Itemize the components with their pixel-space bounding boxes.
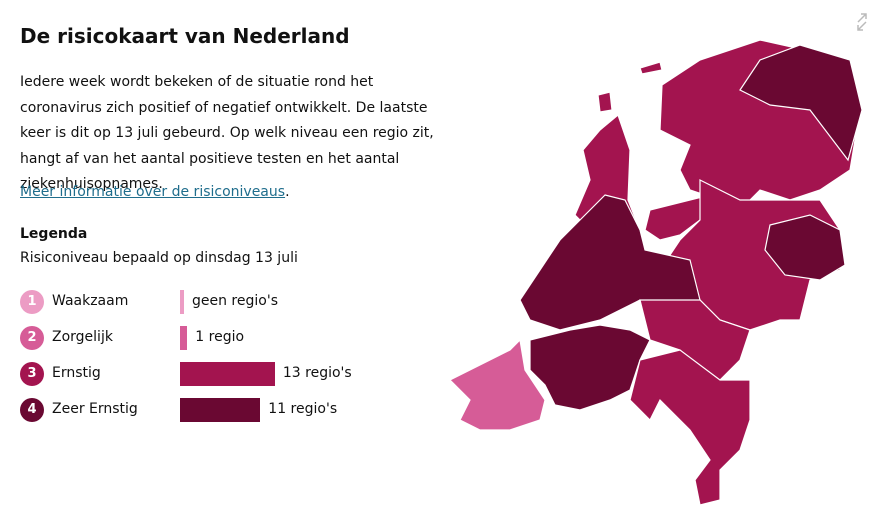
level-badge: 2	[20, 326, 44, 350]
info-link[interactable]: Meer informatie over de risiconiveaus	[20, 184, 286, 200]
level-label: Waakzaam	[52, 293, 129, 309]
level-badge: 4	[20, 398, 44, 422]
legend-row: 3 Ernstig 13 regio's	[20, 360, 440, 396]
region	[639, 299, 751, 381]
legend-title: Legenda	[20, 226, 88, 242]
info-line: Meer informatie over de risiconiveaus.	[20, 184, 290, 200]
link-suffix: .	[285, 184, 290, 200]
expand-icon[interactable]	[857, 13, 867, 31]
level-badge: 1	[20, 290, 44, 314]
count-label: 1 regio	[195, 329, 245, 345]
region	[529, 324, 651, 411]
legend-rows: 1 Waakzaam geen regio's 2 Zorgelijk 1 regio 3 E…	[20, 288, 440, 432]
count-label: 11 regio's	[268, 401, 338, 417]
count-bar	[180, 290, 184, 314]
region	[519, 194, 701, 331]
region	[644, 194, 711, 241]
count-bar	[180, 326, 188, 350]
region	[448, 338, 546, 431]
region	[629, 349, 751, 506]
legend-row: 1 Waakzaam geen regio's	[20, 288, 440, 324]
count-bar	[180, 398, 261, 422]
regions	[448, 39, 863, 506]
map	[448, 13, 867, 506]
level-label: Ernstig	[52, 365, 101, 381]
count-label: geen regio's	[192, 293, 278, 309]
legend-subtitle: Risiconiveau bepaald op dinsdag 13 juli	[20, 250, 298, 266]
level-badge: 3	[20, 362, 44, 386]
intro-text: Iedere week wordt bekeken of de situatie…	[20, 74, 434, 192]
level-label: Zorgelijk	[52, 329, 113, 345]
title: De risicokaart van Nederland	[20, 24, 350, 48]
legend-row: 2 Zorgelijk 1 regio	[20, 324, 440, 360]
region	[639, 61, 663, 75]
level-label: Zeer Ernstig	[52, 401, 138, 417]
legend-row: 4 Zeer Ernstig 11 regio's	[20, 396, 440, 432]
region	[764, 214, 846, 281]
region	[597, 91, 613, 113]
count-label: 13 regio's	[282, 365, 352, 381]
count-bar	[180, 362, 275, 386]
region	[739, 44, 863, 162]
